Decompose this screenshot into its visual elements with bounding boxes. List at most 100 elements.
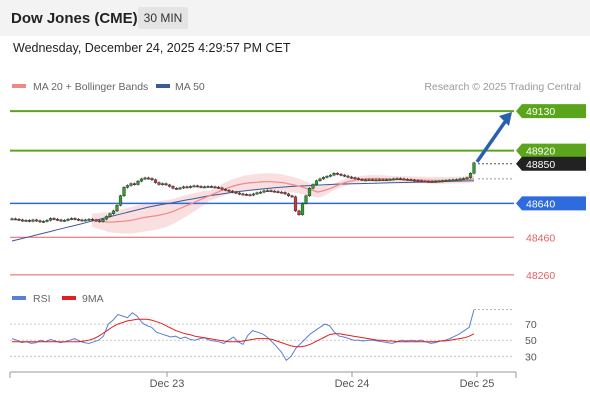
candle-body <box>87 218 91 221</box>
candle-body <box>216 186 221 189</box>
forecast-arrow-shaft <box>475 118 509 163</box>
candle-body <box>27 220 32 222</box>
candle-body <box>454 179 459 182</box>
candle-body <box>223 188 228 191</box>
candle-body <box>139 178 144 182</box>
level-tag-48850 <box>516 156 586 171</box>
candle-body <box>423 180 427 183</box>
ma50-legend-swatch <box>156 84 170 88</box>
candle-body <box>167 184 172 187</box>
candle-body <box>307 188 312 197</box>
candle-body <box>419 180 424 183</box>
candle-body <box>192 185 196 188</box>
chart-datetime: Wednesday, December 24, 2025 4:29:57 PM … <box>13 41 291 55</box>
ma9-legend-swatch <box>62 296 76 300</box>
candle-body <box>41 221 46 223</box>
candle-body <box>38 220 42 223</box>
rsi-legend-swatch <box>12 296 26 300</box>
x-tick-label: Dec 25 <box>460 378 495 390</box>
candle-body <box>251 193 256 196</box>
candle-body <box>24 220 28 222</box>
candle-body <box>185 186 189 189</box>
candle-body <box>248 194 252 197</box>
candle-body <box>349 176 354 179</box>
candle-body <box>262 190 266 193</box>
candle-body <box>62 220 67 222</box>
candle-body <box>297 210 301 215</box>
ma20-legend-label: MA 20 + Bollinger Bands <box>33 81 148 93</box>
candle-body <box>132 183 137 186</box>
candle-body <box>395 178 399 180</box>
candle-body <box>339 173 343 176</box>
candle-body <box>55 218 60 221</box>
candle-body <box>97 220 102 223</box>
candle-body <box>325 175 329 178</box>
candle-body <box>409 179 413 182</box>
candle-body <box>153 179 158 183</box>
candle-body <box>444 180 448 182</box>
candle-body <box>304 195 308 204</box>
candle-body <box>472 162 476 174</box>
rsi-tick-label: 30 <box>525 351 537 363</box>
candle-body <box>244 194 249 196</box>
candle-body <box>451 179 455 182</box>
rsi-ma9-line <box>12 318 475 348</box>
candle-body <box>178 187 182 190</box>
candle-body <box>272 190 277 193</box>
level-label-48460: 48460 <box>526 232 555 244</box>
candle-body <box>111 210 116 214</box>
candle-body <box>118 195 123 206</box>
candle-body <box>356 178 361 180</box>
candle-body <box>412 179 417 182</box>
ma50-line <box>11 180 475 242</box>
candle-body <box>405 179 410 181</box>
candle-body <box>160 183 165 186</box>
rsi-tick-label: 50 <box>525 335 537 347</box>
candle-body <box>227 189 231 192</box>
candle-body <box>206 186 210 188</box>
candle-body <box>237 192 242 195</box>
candle-body <box>188 186 193 188</box>
candle-body <box>76 218 81 221</box>
candle-body <box>66 218 70 221</box>
candle-body <box>290 195 294 198</box>
candle-body <box>94 219 98 222</box>
candle-body <box>360 179 364 181</box>
candle-body <box>48 218 53 221</box>
candle-body <box>129 183 133 186</box>
candle-body <box>69 218 74 220</box>
candle-body <box>346 175 350 178</box>
candle-body <box>174 188 179 190</box>
rsi-legend-label: RSI <box>33 293 51 305</box>
x-tick-label: Dec 23 <box>150 378 185 390</box>
timeframe-badge[interactable]: 30 MIN <box>138 7 188 29</box>
x-axis-ticks: Dec 23 Dec 24 Dec 25 <box>150 372 495 390</box>
chart-header: Dow Jones (CME) 30 MIN <box>0 0 590 36</box>
ma20-legend-swatch <box>12 84 26 88</box>
candle-body <box>286 193 291 196</box>
candle-body <box>213 186 217 189</box>
candle-body <box>402 178 406 181</box>
candle-body <box>209 186 214 188</box>
level-label-48640: 48640 <box>526 198 555 210</box>
candle-body <box>430 181 434 183</box>
candle-body <box>377 179 382 182</box>
candle-body <box>195 185 200 188</box>
candle-body <box>447 179 452 182</box>
candle-body <box>202 186 207 189</box>
candle-body <box>241 193 245 196</box>
candle-body <box>73 218 77 220</box>
candle-body <box>370 179 375 182</box>
candle-body <box>90 218 95 221</box>
candle-body <box>276 191 280 193</box>
candle-body <box>146 177 151 180</box>
copyright-text: Research © 2025 Trading Central <box>424 81 581 93</box>
candle-body <box>269 190 273 193</box>
candle-body <box>157 182 161 185</box>
candle-body <box>353 177 357 180</box>
candle-body <box>283 192 287 195</box>
candle-body <box>300 203 305 215</box>
candle-body <box>101 218 105 222</box>
candle-body <box>363 179 368 182</box>
